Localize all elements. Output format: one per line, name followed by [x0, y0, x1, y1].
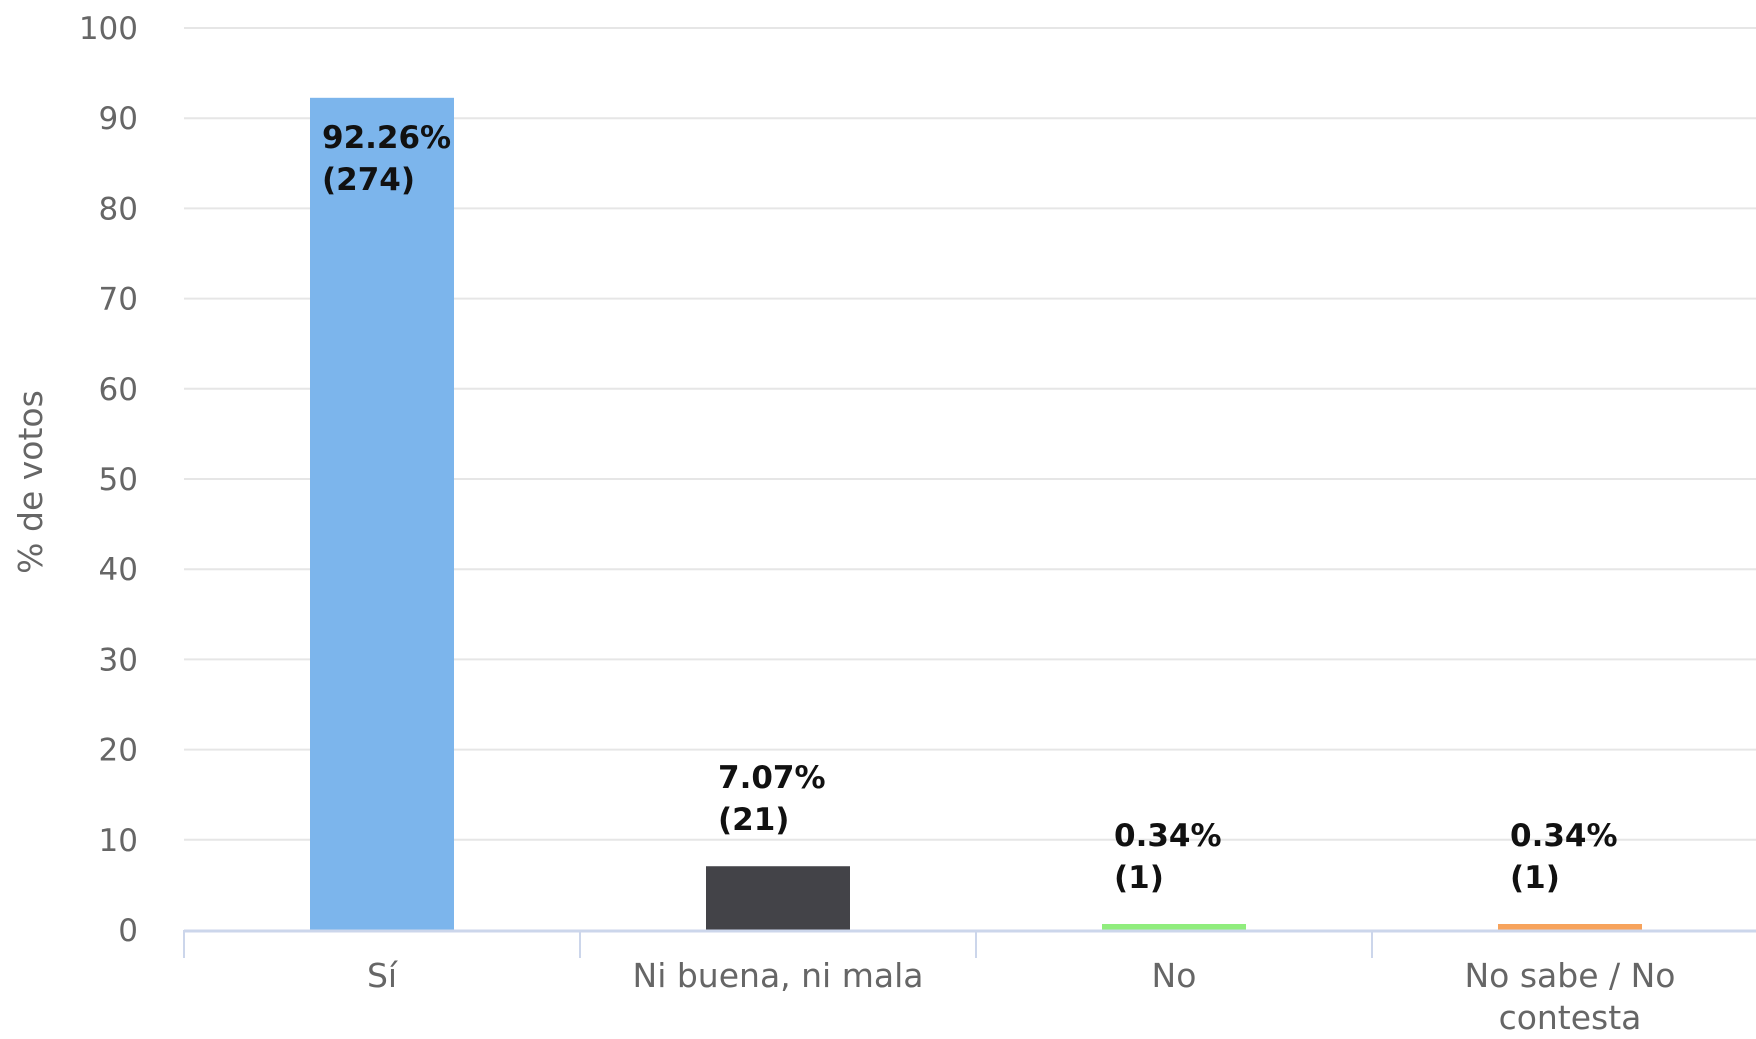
y-tick-label: 20 [99, 733, 138, 769]
y-tick-label: 90 [99, 101, 138, 137]
data-label: (274) [322, 162, 415, 198]
bar [706, 866, 850, 930]
y-tick-label: 10 [99, 823, 138, 859]
bar [1498, 924, 1642, 930]
y-axis-ticks: 0 10 20 30 40 50 60 70 80 90 100 [79, 11, 138, 949]
bar [310, 97, 454, 930]
bar [1102, 924, 1246, 930]
x-category-label: No [1152, 956, 1197, 995]
x-category-label: No sabe / No [1464, 956, 1675, 995]
data-label: (1) [1510, 860, 1560, 896]
data-label: 7.07% [718, 760, 826, 796]
y-tick-label: 60 [99, 372, 138, 408]
data-label: (1) [1114, 860, 1164, 896]
x-axis: Sí Ni buena, ni mala No No sabe / Nocontest… [183, 929, 1756, 1037]
data-label: (21) [718, 802, 789, 838]
y-tick-label: 80 [99, 191, 138, 227]
y-tick-label: 40 [99, 552, 138, 588]
data-label: 92.26% [322, 120, 451, 156]
x-category-label: Sí [367, 956, 399, 995]
data-label: 0.34% [1114, 818, 1222, 854]
data-labels: 92.26% (274) 7.07% (21) 0.34% (1) 0.34% (1) [322, 120, 1618, 896]
y-tick-label: 100 [79, 11, 138, 47]
y-axis-title: % de votos [11, 390, 50, 574]
y-tick-label: 30 [99, 642, 138, 678]
y-tick-label: 0 [118, 913, 138, 949]
y-tick-label: 50 [99, 462, 138, 498]
x-category-label: contesta [1499, 998, 1642, 1035]
y-tick-label: 70 [99, 282, 138, 318]
x-category-label: Ni buena, ni mala [633, 956, 924, 995]
bars [310, 97, 1642, 930]
data-label: 0.34% [1510, 818, 1618, 854]
